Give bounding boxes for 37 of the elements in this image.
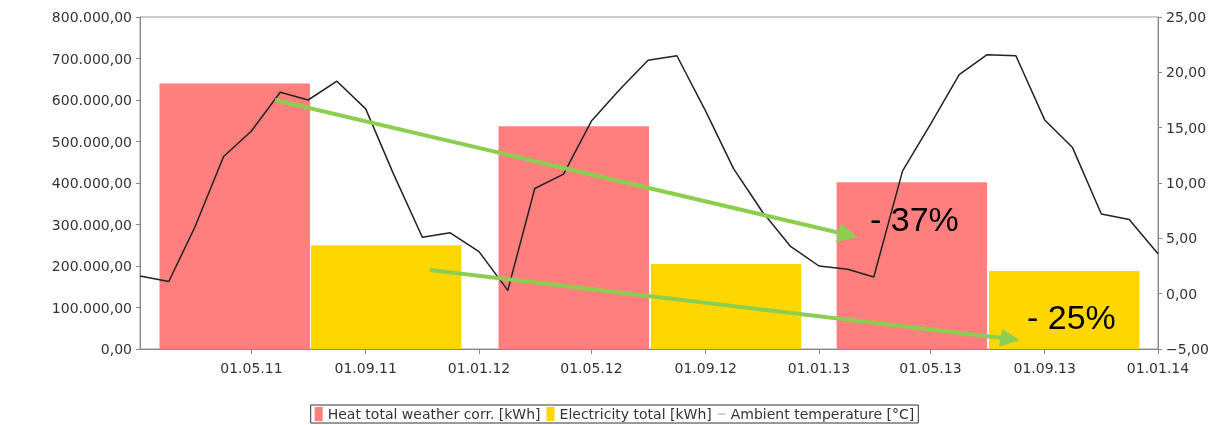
y-tick-label: 400.000,00 bbox=[51, 175, 132, 191]
legend-label: Ambient temperature [°C] bbox=[730, 406, 915, 422]
y-tick-label: 700.000,00 bbox=[51, 50, 132, 67]
y2-tick-label: 5,00 bbox=[1166, 230, 1198, 247]
y-tick-label: 500.000,00 bbox=[51, 133, 132, 150]
x-tick-label: 01.01.14 bbox=[1126, 360, 1190, 376]
bar bbox=[498, 126, 649, 349]
y2-tick-label: 10,00 bbox=[1166, 175, 1207, 191]
x-tick-label: 01.05.11 bbox=[220, 360, 283, 376]
annotation: - 37% bbox=[870, 200, 959, 239]
x-tick-label: 01.05.13 bbox=[899, 360, 962, 376]
legend-label: Heat total weather corr. [kWh] bbox=[327, 406, 541, 422]
bar bbox=[988, 270, 1140, 349]
y-tick-label: 200.000,00 bbox=[51, 258, 132, 274]
y-tick-label: 100.000,00 bbox=[51, 299, 132, 316]
bar bbox=[310, 245, 462, 349]
x-tick-label: 01.01.13 bbox=[787, 360, 851, 376]
x-tick-label: 01.09.13 bbox=[1013, 360, 1076, 376]
y-tick-label: 300.000,00 bbox=[51, 216, 132, 233]
x-tick-label: 01.09.12 bbox=[674, 360, 737, 376]
x-tick-label: 01.09.11 bbox=[334, 360, 397, 376]
bar bbox=[836, 182, 988, 349]
y-tick-label: 800.000,00 bbox=[51, 9, 132, 25]
y-tick-label: 0,00 bbox=[100, 341, 132, 357]
y2-tick-label: 15,00 bbox=[1166, 119, 1207, 136]
y2-tick-label: 25,00 bbox=[1166, 9, 1207, 25]
x-tick-label: 01.01.12 bbox=[447, 360, 511, 376]
y-tick-label: 600.000,00 bbox=[51, 92, 132, 108]
y2-tick-label: −5,00 bbox=[1166, 341, 1209, 357]
y2-tick-label: 0,00 bbox=[1166, 285, 1198, 302]
y2-tick-label: 20,00 bbox=[1166, 64, 1207, 81]
x-tick-label: 01.05.12 bbox=[560, 360, 623, 376]
bar bbox=[159, 83, 310, 349]
bar bbox=[650, 263, 802, 349]
line-series bbox=[139, 53, 1159, 292]
legend-label: Electricity total [kWh] bbox=[559, 406, 712, 422]
annotation: - 25% bbox=[1027, 298, 1116, 337]
